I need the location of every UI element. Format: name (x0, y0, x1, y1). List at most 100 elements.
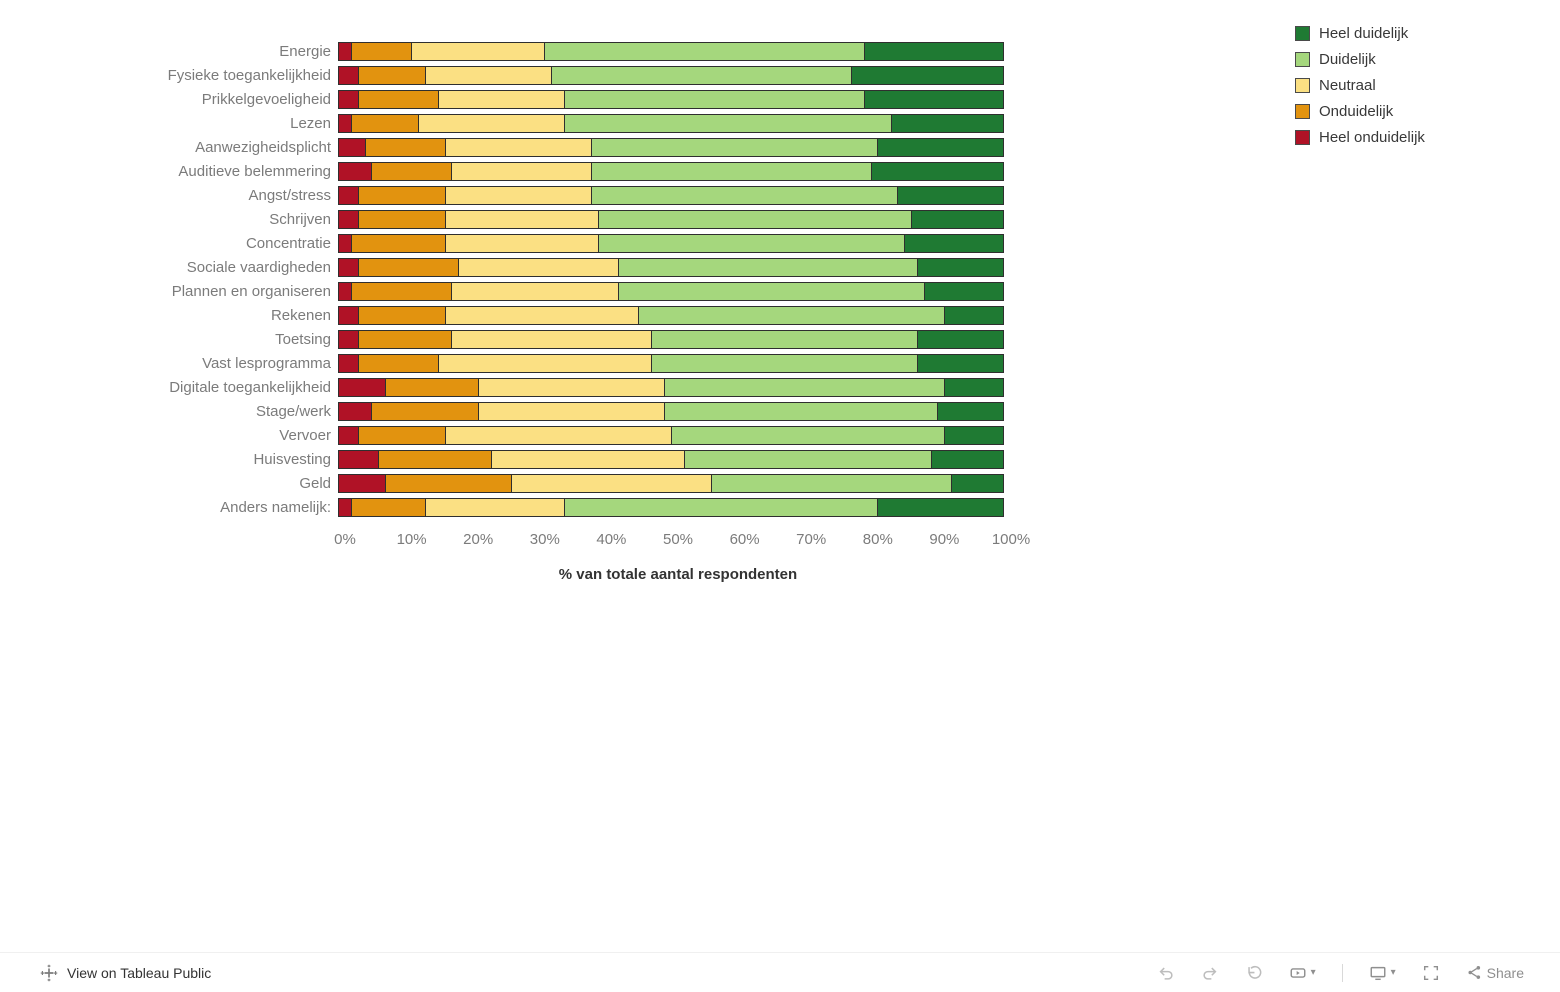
view-on-tableau-public-link[interactable]: View on Tableau Public (40, 964, 211, 982)
bar-segment-neutraal[interactable] (451, 281, 618, 301)
bar-segment-neutraal[interactable] (424, 497, 565, 517)
bar-segment-heel-duidelijk[interactable] (937, 401, 1004, 421)
bar-segment-duidelijk[interactable] (617, 257, 918, 277)
bar-segment-heel-onduidelijk[interactable] (338, 473, 385, 493)
bar-segment-heel-onduidelijk[interactable] (338, 257, 358, 277)
bar-segment-neutraal[interactable] (444, 137, 592, 157)
bar-segment-heel-onduidelijk[interactable] (338, 161, 372, 181)
bar-segment-neutraal[interactable] (411, 41, 545, 61)
bar-segment-heel-onduidelijk[interactable] (338, 209, 358, 229)
bar-segment-onduidelijk[interactable] (351, 233, 445, 253)
bar-segment-heel-duidelijk[interactable] (917, 257, 1004, 277)
undo-button[interactable] (1157, 964, 1175, 982)
share-button[interactable]: Share (1466, 964, 1524, 981)
bar-segment-heel-duidelijk[interactable] (917, 329, 1004, 349)
bar-segment-heel-duidelijk[interactable] (944, 377, 1004, 397)
bar-segment-duidelijk[interactable] (597, 233, 905, 253)
bar-segment-heel-duidelijk[interactable] (864, 89, 1004, 109)
display-settings-button[interactable]: ▾ (1369, 964, 1396, 982)
bar-segment-neutraal[interactable] (451, 161, 592, 181)
bar-segment-heel-duidelijk[interactable] (917, 353, 1004, 373)
bar-segment-onduidelijk[interactable] (364, 137, 445, 157)
bar-segment-duidelijk[interactable] (544, 41, 865, 61)
bar-segment-onduidelijk[interactable] (351, 113, 418, 133)
bar-segment-onduidelijk[interactable] (357, 185, 445, 205)
bar-segment-onduidelijk[interactable] (351, 497, 425, 517)
bar-segment-onduidelijk[interactable] (357, 89, 438, 109)
bar-segment-onduidelijk[interactable] (357, 353, 438, 373)
bar-segment-onduidelijk[interactable] (357, 209, 445, 229)
bar-segment-duidelijk[interactable] (710, 473, 951, 493)
bar-segment-neutraal[interactable] (444, 305, 638, 325)
legend-item[interactable]: Duidelijk (1295, 46, 1425, 72)
bar-segment-heel-onduidelijk[interactable] (338, 89, 358, 109)
legend-item[interactable]: Heel onduidelijk (1295, 124, 1425, 150)
bar-segment-duidelijk[interactable] (664, 377, 945, 397)
bar-segment-duidelijk[interactable] (617, 281, 925, 301)
bar-segment-neutraal[interactable] (424, 65, 552, 85)
bar-segment-heel-onduidelijk[interactable] (338, 401, 372, 421)
bar-segment-onduidelijk[interactable] (371, 401, 478, 421)
fullscreen-button[interactable] (1422, 964, 1440, 982)
bar-segment-neutraal[interactable] (477, 401, 665, 421)
bar-segment-heel-duidelijk[interactable] (870, 161, 1004, 181)
bar-segment-heel-duidelijk[interactable] (850, 65, 1004, 85)
replay-button[interactable] (1245, 964, 1263, 982)
bar-segment-heel-duidelijk[interactable] (910, 209, 1004, 229)
bar-segment-onduidelijk[interactable] (357, 65, 425, 85)
bar-segment-neutraal[interactable] (451, 329, 651, 349)
bar-segment-onduidelijk[interactable] (357, 329, 452, 349)
bar-segment-onduidelijk[interactable] (377, 449, 492, 469)
bar-segment-heel-onduidelijk[interactable] (338, 305, 358, 325)
legend-item[interactable]: Heel duidelijk (1295, 20, 1425, 46)
bar-segment-duidelijk[interactable] (564, 89, 865, 109)
bar-segment-heel-onduidelijk[interactable] (338, 329, 358, 349)
bar-segment-neutraal[interactable] (444, 425, 671, 445)
bar-segment-heel-duidelijk[interactable] (897, 185, 1004, 205)
bar-segment-heel-onduidelijk[interactable] (338, 497, 352, 517)
bar-segment-heel-duidelijk[interactable] (864, 41, 1004, 61)
bar-segment-heel-onduidelijk[interactable] (338, 185, 358, 205)
bar-segment-onduidelijk[interactable] (371, 161, 452, 181)
legend-item[interactable]: Neutraal (1295, 72, 1425, 98)
legend-item[interactable]: Onduidelijk (1295, 98, 1425, 124)
bar-segment-duidelijk[interactable] (597, 209, 911, 229)
bar-segment-onduidelijk[interactable] (357, 257, 458, 277)
pause-auto-updates-button[interactable]: ▾ (1289, 964, 1316, 982)
bar-segment-duidelijk[interactable] (650, 353, 918, 373)
bar-segment-onduidelijk[interactable] (384, 473, 512, 493)
bar-segment-neutraal[interactable] (457, 257, 618, 277)
bar-segment-neutraal[interactable] (511, 473, 711, 493)
bar-segment-heel-duidelijk[interactable] (950, 473, 1004, 493)
bar-segment-neutraal[interactable] (417, 113, 565, 133)
bar-segment-heel-onduidelijk[interactable] (338, 353, 358, 373)
bar-segment-heel-onduidelijk[interactable] (338, 425, 358, 445)
bar-segment-duidelijk[interactable] (591, 185, 898, 205)
bar-segment-neutraal[interactable] (437, 89, 565, 109)
bar-segment-heel-duidelijk[interactable] (924, 281, 1004, 301)
bar-segment-neutraal[interactable] (437, 353, 651, 373)
bar-segment-duidelijk[interactable] (564, 497, 878, 517)
bar-segment-duidelijk[interactable] (591, 161, 871, 181)
bar-segment-heel-onduidelijk[interactable] (338, 137, 365, 157)
bar-segment-duidelijk[interactable] (664, 401, 938, 421)
bar-segment-heel-duidelijk[interactable] (930, 449, 1004, 469)
bar-segment-onduidelijk[interactable] (384, 377, 478, 397)
bar-segment-neutraal[interactable] (477, 377, 665, 397)
bar-segment-duidelijk[interactable] (637, 305, 945, 325)
bar-segment-heel-onduidelijk[interactable] (338, 41, 352, 61)
bar-segment-neutraal[interactable] (444, 185, 592, 205)
redo-button[interactable] (1201, 964, 1219, 982)
bar-segment-heel-duidelijk[interactable] (944, 305, 1004, 325)
bar-segment-heel-onduidelijk[interactable] (338, 449, 378, 469)
bar-segment-neutraal[interactable] (444, 233, 598, 253)
bar-segment-heel-duidelijk[interactable] (877, 497, 1004, 517)
bar-segment-duidelijk[interactable] (591, 137, 878, 157)
bar-segment-heel-onduidelijk[interactable] (338, 113, 352, 133)
bar-segment-heel-onduidelijk[interactable] (338, 281, 352, 301)
bar-segment-heel-onduidelijk[interactable] (338, 377, 385, 397)
bar-segment-duidelijk[interactable] (564, 113, 891, 133)
bar-segment-onduidelijk[interactable] (351, 281, 452, 301)
bar-segment-onduidelijk[interactable] (357, 305, 445, 325)
bar-segment-heel-onduidelijk[interactable] (338, 233, 352, 253)
